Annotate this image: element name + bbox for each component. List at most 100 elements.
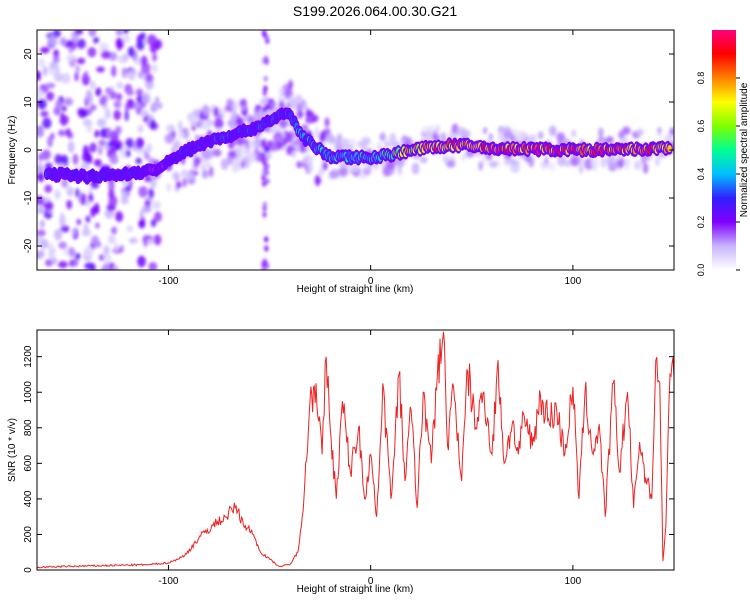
x-tick-label: 100 <box>565 576 582 587</box>
noise-blob <box>590 156 598 169</box>
noise-blob <box>37 205 45 215</box>
noise-blob <box>58 241 68 250</box>
noise-blob <box>94 129 100 138</box>
noise-blob <box>338 166 349 177</box>
noise-blob <box>349 144 355 151</box>
noise-blob <box>88 30 97 37</box>
noise-blob <box>389 132 397 145</box>
noise-blob <box>53 30 61 38</box>
noise-blob <box>141 92 151 105</box>
y-tick-label: 800 <box>23 419 34 436</box>
noise-blob <box>66 186 74 197</box>
noise-blob <box>96 66 105 73</box>
snr-frame <box>36 329 675 571</box>
noise-blob <box>48 34 58 47</box>
noise-blob <box>247 115 254 124</box>
noise-blob <box>557 154 567 167</box>
noise-blob <box>37 229 46 237</box>
noise-blob <box>199 163 206 171</box>
noise-blob <box>60 114 69 124</box>
noise-blob <box>135 157 142 165</box>
noise-blob <box>94 202 100 213</box>
noise-blob <box>52 55 60 64</box>
noise-blob <box>116 81 124 90</box>
noise-blob <box>67 141 75 153</box>
noise-blob <box>248 137 256 149</box>
noise-blob <box>146 238 155 245</box>
noise-blob <box>669 127 674 137</box>
snr-series-line <box>37 331 674 569</box>
noise-blob <box>605 136 614 144</box>
noise-blob <box>53 228 63 241</box>
noise-blob <box>114 125 122 135</box>
noise-blob <box>265 163 270 170</box>
noise-blob <box>138 186 148 198</box>
noise-blob <box>166 182 171 192</box>
noise-blob <box>262 139 267 146</box>
noise-blob <box>87 47 97 58</box>
noise-blob <box>175 181 182 189</box>
noise-blob <box>40 110 49 118</box>
noise-blob <box>42 117 52 129</box>
y-tick-label: 20 <box>23 48 34 60</box>
spectrogram-y-label: Frequency (Hz) <box>7 116 18 185</box>
noise-blob <box>101 50 111 59</box>
noise-blob <box>478 161 483 171</box>
colorbar: 0.0 0.2 0.4 0.6 0.8 Normalized spectral ampl… <box>696 30 750 276</box>
noise-blob <box>48 248 55 260</box>
noise-blob <box>99 127 107 139</box>
noise-blob <box>128 237 139 244</box>
noise-blob <box>148 261 158 270</box>
noise-blob <box>193 158 199 169</box>
colorbar-tick-label: 0.4 <box>696 168 706 181</box>
noise-blob <box>291 150 297 159</box>
noise-blob <box>263 85 268 92</box>
y-tick-label: 10 <box>23 96 34 108</box>
noise-blob <box>200 123 211 130</box>
y-tick-label: 600 <box>23 455 34 472</box>
noise-blob <box>348 138 357 147</box>
noise-blob <box>294 145 301 152</box>
noise-blob <box>340 138 350 148</box>
noise-blob <box>600 156 607 168</box>
colorbar-tick-label: 0.6 <box>696 120 706 133</box>
noise-blob <box>263 146 268 153</box>
noise-blob <box>121 189 129 201</box>
noise-blob <box>213 118 224 129</box>
noise-blob <box>451 123 459 136</box>
noise-blob <box>618 130 625 140</box>
noise-blob <box>139 209 144 220</box>
x-tick-label: -100 <box>158 276 178 287</box>
noise-blob <box>113 109 122 121</box>
noise-blob <box>379 132 386 142</box>
noise-blob <box>461 129 471 138</box>
noise-blob <box>297 103 302 114</box>
noise-blob <box>456 126 464 137</box>
noise-blob <box>262 211 267 218</box>
noise-blob <box>259 97 269 106</box>
spectrogram-x-ticks: -100 0 100 <box>158 30 582 287</box>
noise-blob <box>37 88 44 99</box>
noise-blob <box>141 205 152 213</box>
noise-blob <box>109 130 114 142</box>
x-tick-label: 0 <box>368 276 374 287</box>
noise-blob <box>537 131 544 140</box>
noise-blob <box>177 120 183 133</box>
snr-x-label: Height of straight line (km) <box>297 584 414 595</box>
noise-blob <box>89 104 97 111</box>
colorbar-tick-label: 0.0 <box>696 264 706 277</box>
noise-blob <box>262 201 267 208</box>
noise-blob <box>123 30 129 35</box>
noise-blob <box>99 42 109 53</box>
noise-blob <box>55 64 61 77</box>
noise-blob <box>109 154 119 165</box>
noise-blob <box>55 99 63 111</box>
noise-blob <box>94 240 102 248</box>
noise-blob <box>335 144 344 151</box>
noise-blob <box>488 160 498 168</box>
noise-blob <box>98 254 105 261</box>
noise-blob <box>153 211 162 223</box>
noise-blob <box>68 46 73 54</box>
noise-blob <box>37 165 45 173</box>
